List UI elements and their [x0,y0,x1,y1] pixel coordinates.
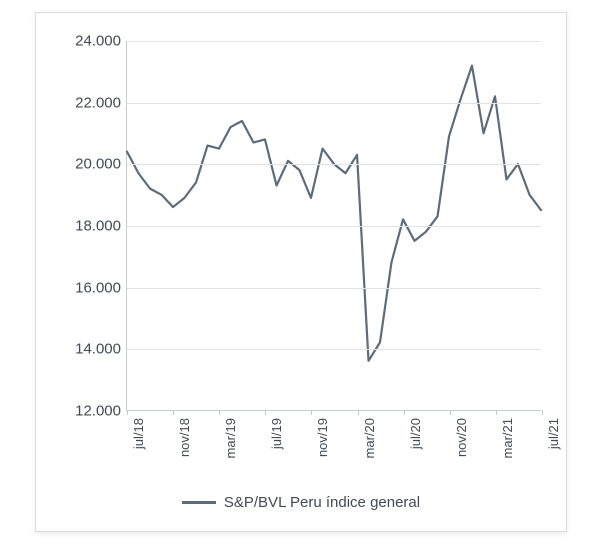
y-gridline [127,103,541,104]
x-tick-label: jul/21 [546,418,561,449]
y-tick-label: 14.000 [75,341,127,358]
x-tick-label: nov/20 [454,418,469,457]
x-tick-mark [265,410,266,415]
x-tick-mark [219,410,220,415]
series-line [127,66,541,361]
plot-area: 12.00014.00016.00018.00020.00022.00024.0… [126,41,541,411]
x-tick-mark [404,410,405,415]
chart-card: 12.000 14.000 16.000 18.000 20.000 22.000 24.0… [35,12,567,532]
y-tick-label: 20.000 [75,156,127,173]
y-gridline [127,288,541,289]
y-gridline [127,164,541,165]
x-tick-mark [450,410,451,415]
x-tick-label: mar/19 [223,418,238,458]
x-tick-label: mar/20 [362,418,377,458]
legend-label: S&P/BVL Peru índice general [224,494,420,511]
x-tick-mark [358,410,359,415]
x-tick-mark [496,410,497,415]
y-tick-label: 16.000 [75,279,127,296]
y-tick-label: 12.000 [75,403,127,420]
y-gridline [127,349,541,350]
y-gridline [127,226,541,227]
x-tick-label: jul/18 [131,418,146,449]
x-tick-label: nov/18 [177,418,192,457]
legend-swatch [182,501,216,504]
y-tick-label: 22.000 [75,94,127,111]
x-tick-mark [311,410,312,415]
x-tick-label: jul/20 [408,418,423,449]
legend: S&P/BVL Peru índice general [36,494,566,511]
x-tick-label: nov/19 [315,418,330,457]
x-tick-label: mar/21 [500,418,515,458]
x-tick-mark [542,410,543,415]
x-tick-mark [173,410,174,415]
x-tick-mark [127,410,128,415]
y-tick-label: 24.000 [75,33,127,50]
x-tick-label: jul/19 [269,418,284,449]
y-tick-label: 18.000 [75,218,127,235]
y-gridline [127,41,541,42]
